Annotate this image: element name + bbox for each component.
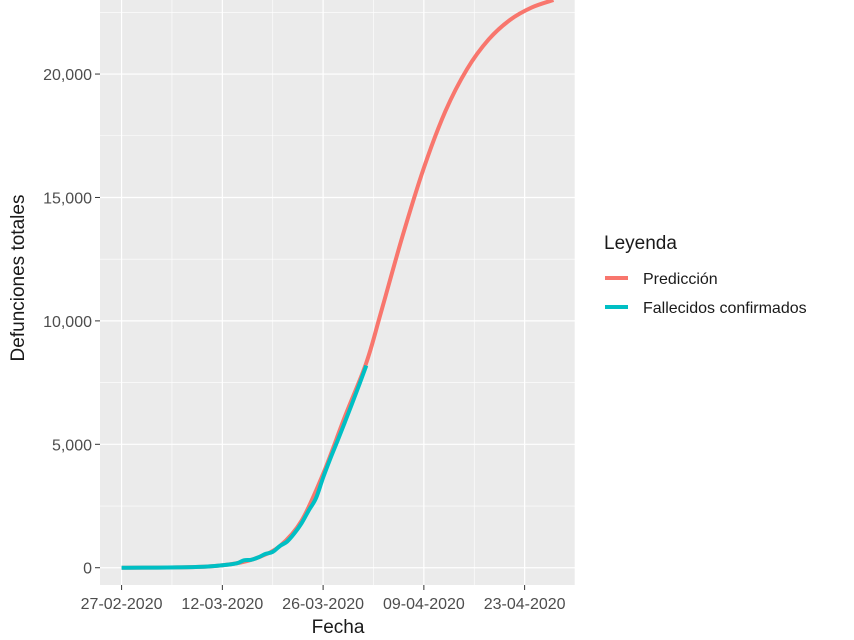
y-tick-label: 15,000 [43,190,92,207]
x-tick-label: 09-04-2020 [383,596,465,613]
x-tick-label: 26-03-2020 [282,596,364,613]
minor-grid [100,0,576,585]
x-axis-tick-labels: 27-02-2020 12-03-2020 26-03-2020 09-04-2020… [81,596,566,613]
y-tick-label: 5,000 [52,437,92,454]
plot-panel [100,0,575,585]
x-tick-label: 23-04-2020 [484,596,566,613]
y-tick-label: 0 [83,561,92,578]
y-axis-tick-labels: 0 5,000 10,000 15,000 20,000 [43,67,92,578]
x-tick-label: 12-03-2020 [181,596,263,613]
legend-title: Leyenda [604,233,677,254]
y-axis-title: Defunciones totales [8,195,29,362]
legend-label-1: Predicción [643,271,718,288]
x-tick-label: 27-02-2020 [81,596,163,613]
x-axis-title: Fecha [312,617,365,638]
y-tick-label: 20,000 [43,67,92,84]
series-line-2 [121,364,369,570]
series-layer [121,0,555,570]
y-tick-label: 10,000 [43,314,92,331]
legend-items: Predicción Fallecidos confirmados [605,271,807,317]
legend-label-2: Fallecidos confirmados [643,300,807,317]
axis-ticks [95,73,526,590]
legend: Leyenda Predicción Fallecidos confirmados [604,233,807,317]
